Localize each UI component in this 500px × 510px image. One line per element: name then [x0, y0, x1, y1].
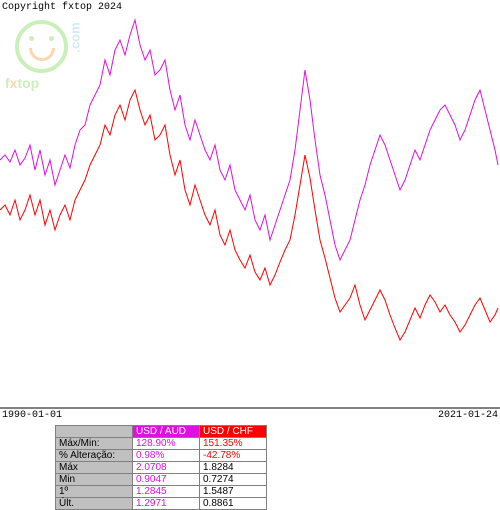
cell: 0.9047 — [133, 474, 200, 486]
row-label: 1º — [56, 486, 133, 498]
row-label: Min — [56, 474, 133, 486]
row-label: Máx/Min: — [56, 438, 133, 450]
table-header-0: USD / AUD — [133, 426, 200, 438]
table-header-row: USD / AUDUSD / CHF — [56, 426, 267, 438]
row-label: Máx — [56, 462, 133, 474]
series-line-0 — [0, 20, 498, 260]
cell: 151.35% — [200, 438, 267, 450]
x-axis-end: 2021-01-24 — [438, 410, 498, 421]
line-chart — [0, 0, 500, 410]
table-row: Min0.90470.7274 — [56, 474, 267, 486]
series-line-1 — [0, 90, 498, 340]
cell: 2.0708 — [133, 462, 200, 474]
table-row: 1º1.28451.5487 — [56, 486, 267, 498]
cell: 1.8284 — [200, 462, 267, 474]
chart-area: Copyright fxtop 2024 fxtop .com — [0, 0, 500, 410]
table-row: Máx2.07081.8284 — [56, 462, 267, 474]
cell: 1.2971 — [133, 498, 200, 510]
table-corner — [56, 426, 133, 438]
cell: 0.8861 — [200, 498, 267, 510]
table-header-1: USD / CHF — [200, 426, 267, 438]
cell: 1.5487 — [200, 486, 267, 498]
table-row: Máx/Min:128.90%151.35% — [56, 438, 267, 450]
summary-table: USD / AUDUSD / CHFMáx/Min:128.90%151.35%… — [55, 425, 267, 510]
table-row: % Alteração:0.98%-42.78% — [56, 450, 267, 462]
cell: 0.98% — [133, 450, 200, 462]
row-label: Últ. — [56, 498, 133, 510]
row-label: % Alteração: — [56, 450, 133, 462]
cell: 1.2845 — [133, 486, 200, 498]
cell: 128.90% — [133, 438, 200, 450]
cell: -42.78% — [200, 450, 267, 462]
cell: 0.7274 — [200, 474, 267, 486]
table-row: Últ.1.29710.8861 — [56, 498, 267, 510]
x-axis-start: 1990-01-01 — [2, 410, 62, 421]
